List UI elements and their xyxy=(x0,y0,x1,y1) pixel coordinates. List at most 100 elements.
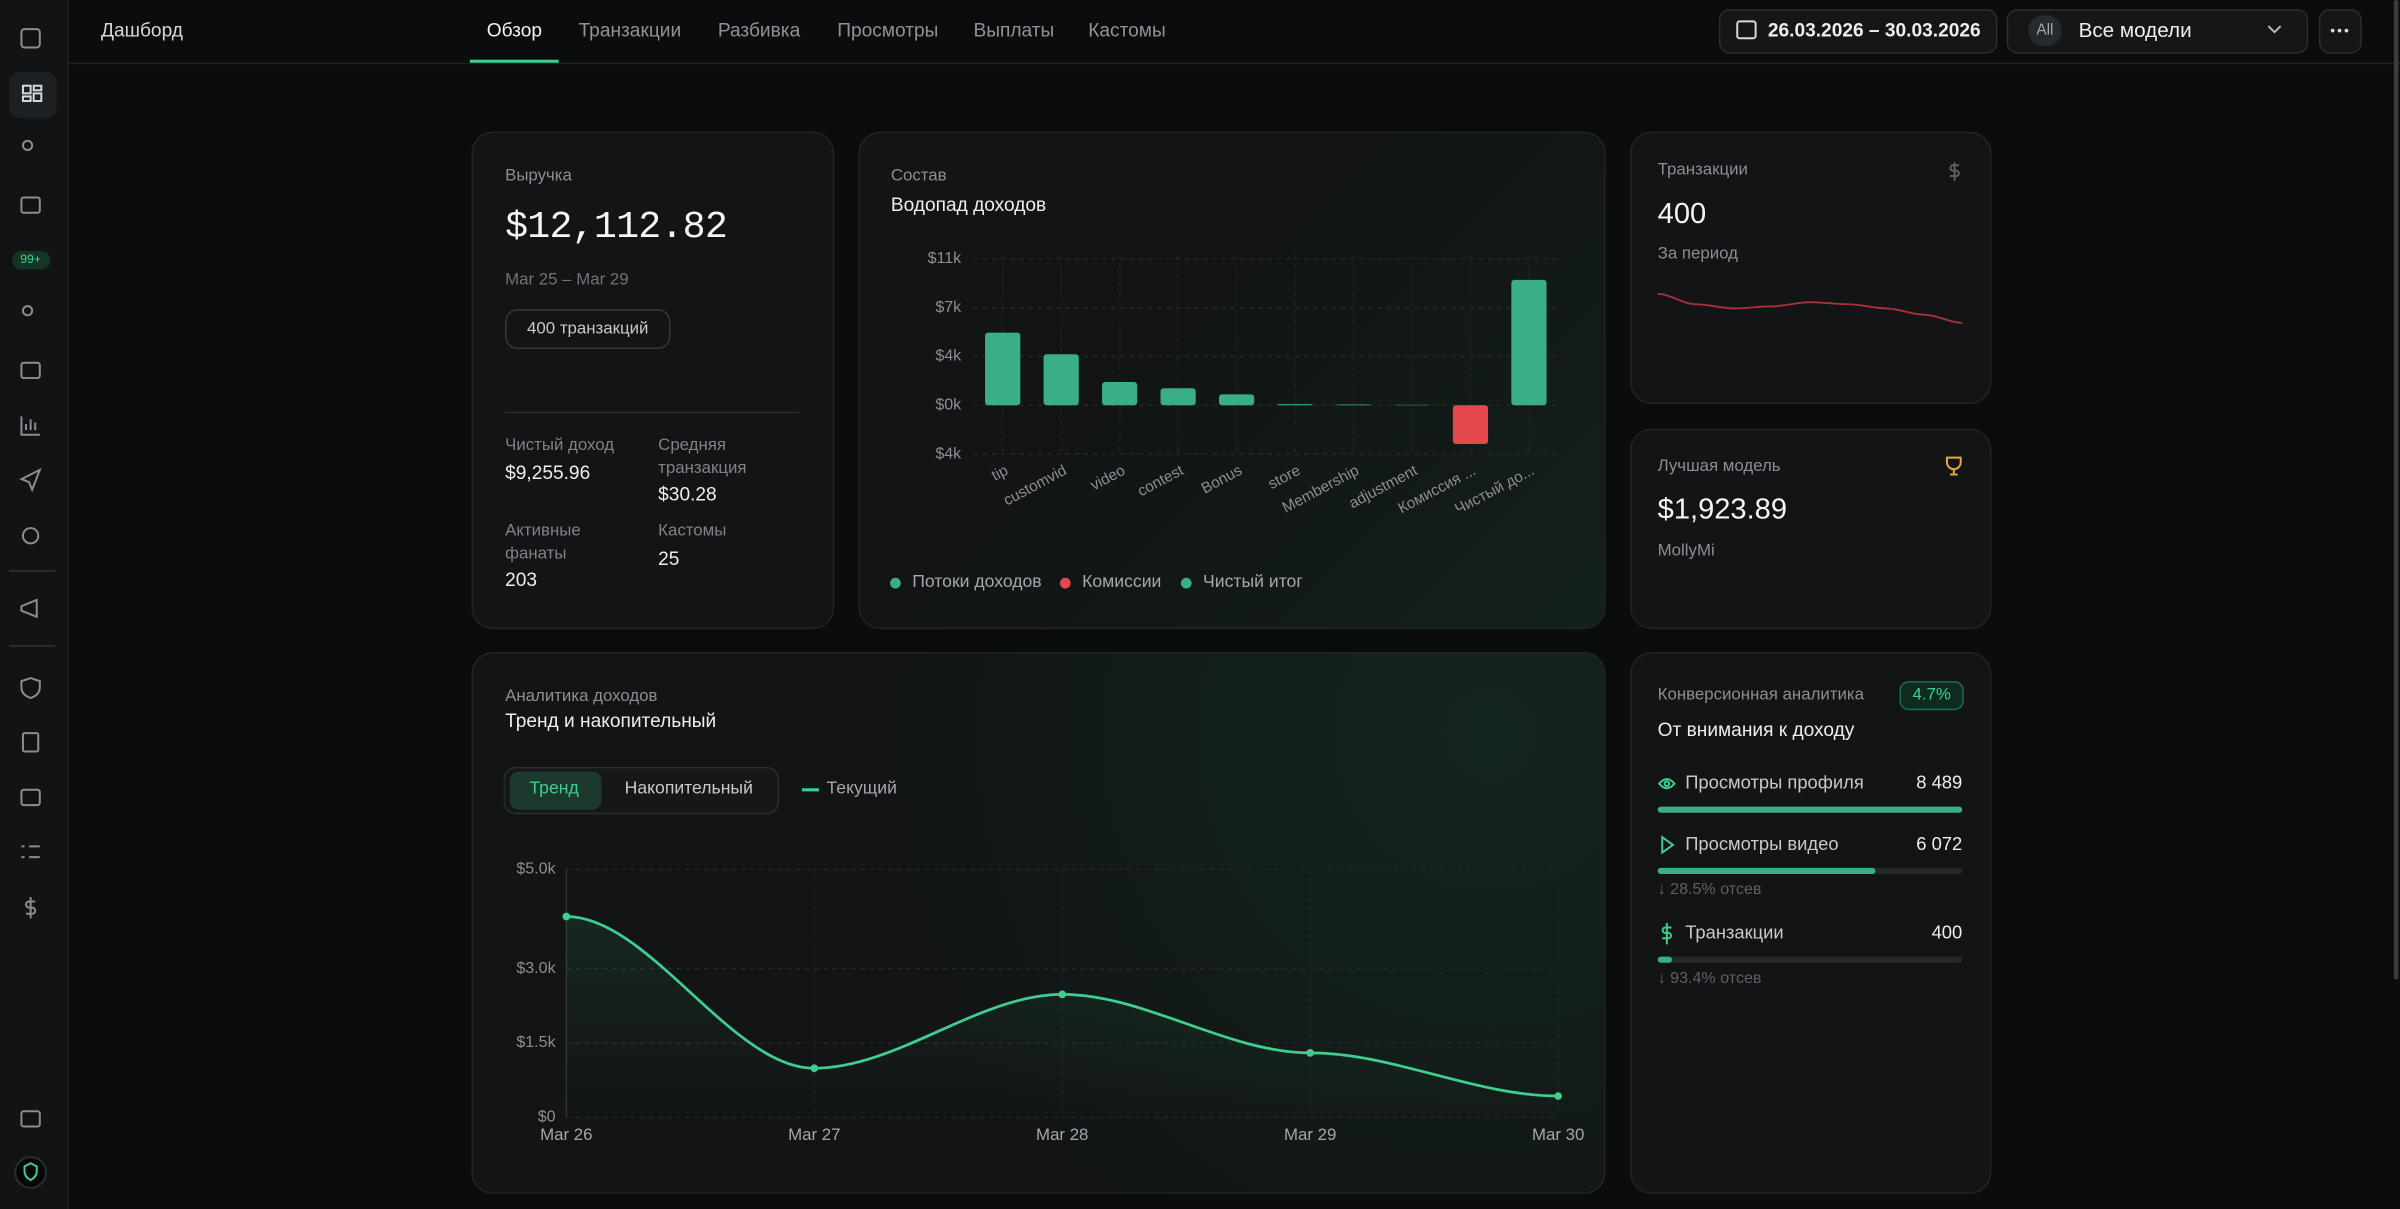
kpi-value: 400 xyxy=(1657,198,1707,231)
bar-track xyxy=(1657,956,1963,963)
step-label: Просмотры профиля xyxy=(1685,771,1864,794)
icon-stats[interactable] xyxy=(20,416,40,436)
bar xyxy=(1277,404,1313,406)
nav-tab[interactable]: Кастомы xyxy=(1088,19,1166,42)
stat: Средняя транзакция $30.28 xyxy=(658,435,787,505)
icon-dots xyxy=(2330,28,2349,33)
revenue-total: $12,112.82 xyxy=(505,204,728,250)
legend-dot xyxy=(890,577,901,589)
icon-trophy xyxy=(1945,456,1962,476)
y-tick-label: $4k xyxy=(935,444,962,462)
step-label: Транзакции xyxy=(1685,921,1784,944)
date-picker[interactable] xyxy=(1718,9,1998,54)
bar xyxy=(1511,279,1547,406)
stat-label: Активные фанаты xyxy=(505,521,581,563)
stat-label: Кастомы xyxy=(658,521,727,541)
icon-dollar xyxy=(1949,162,1960,181)
bar xyxy=(1043,354,1079,406)
icon-list[interactable] xyxy=(21,845,40,859)
nav-tab[interactable]: Обзор xyxy=(486,19,543,42)
y-tick-label: $0 xyxy=(538,1108,556,1126)
drop-rate: ↓ 28.5% отсев xyxy=(1657,880,1762,899)
icon-send[interactable] xyxy=(19,467,42,493)
x-tick-label: Mar 30 xyxy=(1532,1125,1584,1144)
y-tick-label: $3.0k xyxy=(516,959,556,977)
date-range: 26.03.2026 – 30.03.2026 xyxy=(1767,19,1981,42)
icon-promo[interactable] xyxy=(20,598,38,619)
funnel-card xyxy=(1630,652,1992,1194)
icon-building[interactable] xyxy=(21,732,40,753)
sidebar xyxy=(0,0,69,1209)
card-title: Водопад доходов xyxy=(890,194,1047,216)
active-tab-underline xyxy=(469,59,559,63)
legend-label: Текущий xyxy=(826,779,897,799)
period: Mar 25 – Mar 29 xyxy=(505,270,629,290)
model-filter[interactable]: Все модели xyxy=(2078,18,2192,42)
kpi-value: $1,923.89 xyxy=(1657,493,1788,527)
stat-value: 203 xyxy=(505,569,538,591)
card-title: От внимания к доходу xyxy=(1657,719,1855,741)
stat: Кастомы 25 xyxy=(658,520,787,569)
x-tick-label: Mar 26 xyxy=(540,1125,592,1144)
x-tick-label: customvid xyxy=(1001,462,1070,509)
x-tick-label: Mar 28 xyxy=(1036,1125,1088,1144)
legend-dot xyxy=(1059,577,1071,589)
icon-dollar[interactable] xyxy=(25,896,37,919)
icon-wallet[interactable] xyxy=(20,1110,41,1128)
transactions-card xyxy=(1630,131,1992,405)
pill xyxy=(505,309,671,349)
step-value: 6 072 xyxy=(1916,832,1963,855)
card-label: Лучшая модель xyxy=(1657,457,1781,476)
revenue-divider xyxy=(505,411,799,414)
card-label: Транзакции xyxy=(1657,160,1748,179)
logo[interactable] xyxy=(14,1156,47,1189)
icon-dashboard[interactable] xyxy=(21,84,43,103)
icon-ticket[interactable] xyxy=(20,788,41,807)
legend-label: Комиссии xyxy=(1082,573,1162,592)
logo-mark xyxy=(23,1162,38,1182)
badge-bg xyxy=(12,251,51,270)
best-model-card xyxy=(1630,428,1992,630)
icon-media[interactable] xyxy=(20,196,41,214)
nav-tab[interactable]: Транзакции xyxy=(578,19,682,42)
bar xyxy=(1657,867,1876,874)
point xyxy=(1554,1092,1562,1100)
icon-users[interactable] xyxy=(21,139,34,151)
card-title: Тренд и накопительный xyxy=(505,710,717,732)
icon-settings[interactable] xyxy=(21,527,40,545)
stat-value: $30.28 xyxy=(658,483,717,506)
step-label: Просмотры видео xyxy=(1685,832,1839,855)
mode-button[interactable]: Накопительный xyxy=(624,779,753,799)
icon-shield[interactable] xyxy=(20,677,41,700)
bar xyxy=(1335,404,1372,406)
x-tick-label: tip xyxy=(989,462,1011,485)
y-tick-label: $11k xyxy=(928,249,963,267)
legend-dot xyxy=(1180,577,1192,589)
card-label: Конверсионная аналитика xyxy=(1657,685,1865,704)
drop-rate: ↓ 93.4% отсев xyxy=(1657,969,1762,988)
icon-archive[interactable] xyxy=(20,361,41,380)
model-name: MollyMi xyxy=(1657,541,1715,560)
area xyxy=(566,916,1559,1118)
stat: Чистый доход $9,255.96 xyxy=(505,435,634,483)
nav-tab[interactable]: Просмотры xyxy=(837,19,939,42)
scrollbar xyxy=(2393,0,2399,980)
icon-fans[interactable] xyxy=(21,305,34,317)
mode-button[interactable]: Тренд xyxy=(529,779,579,799)
x-tick-label: Mar 29 xyxy=(1284,1125,1336,1144)
mode-active-bg xyxy=(509,771,602,810)
nav-tab[interactable]: Выплаты xyxy=(973,19,1055,42)
sparkline xyxy=(1657,292,1963,324)
all-badge xyxy=(2028,15,2062,46)
bar xyxy=(1657,806,1963,813)
bar xyxy=(1160,388,1196,406)
icon-chevron xyxy=(2267,25,2282,34)
stat-value: $9,255.96 xyxy=(505,461,591,483)
nav-tab[interactable]: Разбивка xyxy=(717,19,801,42)
y-tick-label: $1.5k xyxy=(516,1033,556,1051)
header-bar xyxy=(68,0,2400,65)
card-label: Выручка xyxy=(505,166,572,185)
icon-sidebar-toggle[interactable] xyxy=(20,28,41,49)
